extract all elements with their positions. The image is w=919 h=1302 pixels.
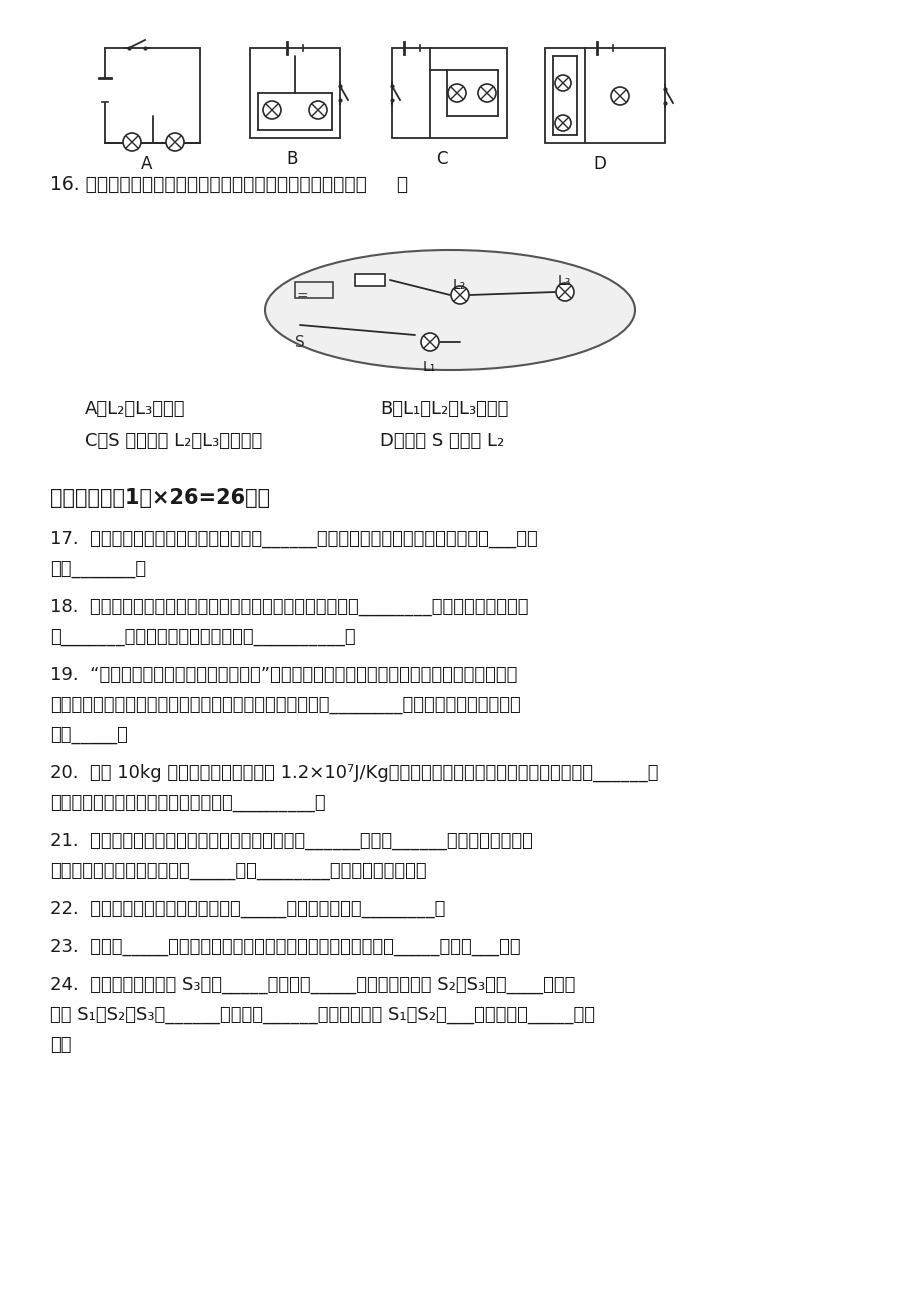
Text: =: = <box>297 290 308 303</box>
Text: 突然_____。: 突然_____。 <box>50 727 128 743</box>
Circle shape <box>450 286 469 303</box>
Text: A．L₂、L₃是串联: A．L₂、L₃是串联 <box>85 400 186 418</box>
Circle shape <box>263 102 280 118</box>
Bar <box>544 48 664 143</box>
Circle shape <box>610 87 629 105</box>
Text: 闭合 S₁、S₂、S₃灯______发光，是______电路；只闭合 S₁、S₂灯___发光，是灯_____联电: 闭合 S₁、S₂、S₃灯______发光，是______电路；只闭合 S₁、S₂… <box>50 1006 595 1023</box>
Text: 化为_______。: 化为_______。 <box>50 560 146 578</box>
Text: D．开关 S 控制灯 L₂: D．开关 S 控制灯 L₂ <box>380 432 504 450</box>
Text: 前一句，从物理学角度可以理解为：花朵分泌的芳香由分子________加快，说明当时周边气温: 前一句，从物理学角度可以理解为：花朵分泌的芳香由分子________加快，说明当… <box>50 697 520 713</box>
Text: C: C <box>436 150 448 168</box>
Bar <box>295 283 333 298</box>
Text: L₁: L₁ <box>423 359 436 374</box>
Bar <box>250 48 340 138</box>
Text: 17.  修筑拦河坝用来提高水位是为了增加______能，当打开大坝的闸门时，水流下把___能转: 17. 修筑拦河坝用来提高水位是为了增加______能，当打开大坝的闸门时，水流… <box>50 530 538 548</box>
Text: B: B <box>286 150 298 168</box>
Text: D: D <box>593 155 606 173</box>
Text: 三、填空题（1分×26=26分）: 三、填空题（1分×26=26分） <box>50 488 270 508</box>
Circle shape <box>478 85 495 102</box>
Bar <box>355 273 384 286</box>
Circle shape <box>421 333 438 352</box>
Text: 20.  一捆 10kg 的干木柴，它的热值是 1.2×10⁷J/Kg，如果拿走一半，剩下半捆干木柴的热值是______，: 20. 一捆 10kg 的干木柴，它的热值是 1.2×10⁷J/Kg，如果拿走一… <box>50 764 658 783</box>
Circle shape <box>123 133 141 151</box>
Text: 来改变物体的内能，实质上是_____能和________能相互转化的过程。: 来改变物体的内能，实质上是_____能和________能相互转化的过程。 <box>50 862 426 880</box>
Bar <box>391 48 506 138</box>
Text: C．S 闭合后将 L₂、L₃局部短路: C．S 闭合后将 L₂、L₃局部短路 <box>85 432 262 450</box>
Text: 19.  “花气袍人知骤暖，鹊声穿树喜新晴”，这是南宋诗人陆游《村居书喜》中的两句诗。对于: 19. “花气袍人知骤暖，鹊声穿树喜新晴”，这是南宋诗人陆游《村居书喜》中的两句… <box>50 667 516 684</box>
Text: 路。: 路。 <box>50 1036 72 1055</box>
Text: 22.  内能的重要应用：一是可以用它_____，二是可以用它________。: 22. 内能的重要应用：一是可以用它_____，二是可以用它________。 <box>50 900 445 918</box>
Text: 24.  如图所示，只闭合 S₃，灯_____发光，是_____联电路；只闭合 S₂、S₃，灯____发光；: 24. 如图所示，只闭合 S₃，灯_____发光，是_____联电路；只闭合 S… <box>50 976 574 993</box>
Text: 有_______；正在空中下落的伞兵具有__________。: 有_______；正在空中下落的伞兵具有__________。 <box>50 628 356 646</box>
Ellipse shape <box>265 250 634 370</box>
Text: B．L₁、L₂、L₃是并联: B．L₁、L₂、L₃是并联 <box>380 400 508 418</box>
Text: L₃: L₃ <box>558 273 571 288</box>
Text: 23.  电荷的_____形成电流。在电源的外部，电流的方向是从电源_____极流向___极。: 23. 电荷的_____形成电流。在电源的外部，电流的方向是从电源_____极流… <box>50 937 520 956</box>
Text: A: A <box>142 155 153 173</box>
Text: 这华捆干木柴完全燃烧后放出的热量是_________。: 这华捆干木柴完全燃烧后放出的热量是_________。 <box>50 794 325 812</box>
Circle shape <box>165 133 184 151</box>
Text: S: S <box>295 335 304 350</box>
Circle shape <box>554 115 571 132</box>
Circle shape <box>555 283 573 301</box>
Text: 21.  用热传递的方法来改变物体的内能，实质上是______转移到______；而用做功的方法: 21. 用热传递的方法来改变物体的内能，实质上是______转移到______；… <box>50 832 532 850</box>
Circle shape <box>309 102 326 118</box>
Circle shape <box>554 76 571 91</box>
Text: L₂: L₂ <box>452 279 466 292</box>
Text: 18.  下列物体各具有哪种机械能。沿水平轨道行使的火车具有________；被拉长的橡皮筋具: 18. 下列物体各具有哪种机械能。沿水平轨道行使的火车具有________；被拉… <box>50 598 528 616</box>
Circle shape <box>448 85 466 102</box>
Text: 16. 如图所示，对这个连好的电路，下面说法中不正确的是（     ）: 16. 如图所示，对这个连好的电路，下面说法中不正确的是（ ） <box>50 174 408 194</box>
